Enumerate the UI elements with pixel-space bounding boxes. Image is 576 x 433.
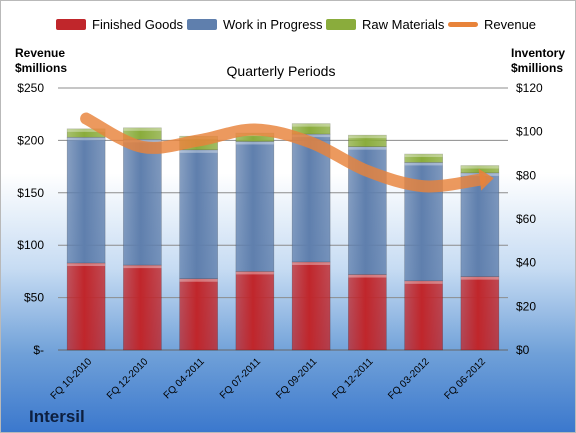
bar-highlight	[123, 127, 162, 131]
bar-highlight	[235, 141, 274, 145]
legend-label-finished-goods: Finished Goods	[92, 16, 184, 32]
bar-finished-goods	[348, 274, 387, 351]
right-axis-title-line1: Inventory	[511, 46, 566, 60]
bar-highlight	[404, 154, 443, 158]
y-tick-label-left: $250	[17, 81, 44, 95]
bar-highlight	[179, 149, 218, 153]
legend-raw-materials: Raw Materials	[326, 16, 444, 32]
bar-highlight	[292, 134, 331, 138]
y-tick-label-right: $120	[516, 81, 543, 95]
bar-highlight	[348, 135, 387, 139]
bar-work-in-progress	[291, 133, 331, 263]
legend-label-revenue: Revenue	[484, 16, 537, 32]
bar-highlight	[67, 128, 106, 132]
y-tick-label-right: $80	[516, 168, 536, 182]
bar-finished-goods	[291, 261, 331, 351]
bar-highlight	[460, 165, 499, 169]
bar-highlight	[348, 146, 387, 150]
bar-raw-materials	[348, 134, 387, 147]
bar-finished-goods	[404, 280, 443, 351]
y-tick-label-right: $60	[516, 212, 536, 226]
bar-raw-materials	[404, 153, 443, 163]
legend-revenue: Revenue	[448, 16, 536, 32]
bar-highlight	[67, 137, 106, 141]
y-tick-label-right: $40	[516, 256, 536, 270]
y-tick-label-left: $200	[17, 133, 44, 147]
legend-work-in-progress: Work in Progress	[187, 16, 322, 32]
legend-label-raw-materials: Raw Materials	[362, 16, 445, 32]
legend-swatch-revenue	[448, 21, 478, 27]
x-tick-label: FQ 10-2010	[49, 356, 95, 402]
left-axis-title-line2: $millions	[15, 61, 68, 75]
legend-swatch-finished-goods	[56, 18, 86, 30]
y-tick-label-right: $20	[516, 299, 536, 313]
bar-highlight	[292, 123, 331, 127]
x-tick-label: FQ 12-2010	[105, 356, 151, 402]
x-tick-label: FQ 07-2011	[218, 356, 263, 401]
bar-highlight	[123, 265, 162, 269]
y-tick-label-left: $50	[24, 291, 44, 305]
bar-raw-materials	[291, 123, 331, 135]
x-tick-label: FQ 03-2012	[386, 356, 432, 402]
x-tick-label: FQ 06-2012	[442, 356, 488, 402]
bar-finished-goods	[66, 262, 106, 351]
bar-highlight	[67, 263, 106, 267]
legend-swatch-raw-materials	[326, 18, 356, 30]
bar-finished-goods	[123, 264, 162, 351]
bar-highlight	[235, 271, 274, 275]
bar-highlight	[460, 276, 499, 280]
bar-work-in-progress	[123, 139, 162, 266]
y-tick-label-right: $100	[516, 125, 543, 139]
bar-finished-goods	[179, 278, 218, 351]
legend-label-work-in-progress: Work in Progress	[223, 16, 323, 32]
bar-work-in-progress	[460, 172, 500, 277]
y-tick-label-left: $-	[33, 343, 44, 357]
y-tick-label-left: $100	[17, 238, 44, 252]
legend-swatch-work-in-progress	[187, 18, 217, 30]
y-tick-label-left: $150	[17, 186, 44, 200]
bar-highlight	[292, 261, 331, 265]
company-name: Intersil	[29, 407, 85, 426]
bar-work-in-progress	[179, 149, 218, 280]
revenue-line	[80, 112, 486, 193]
legend-finished-goods: Finished Goods	[56, 16, 183, 32]
right-axis-title: Inventory $millions	[511, 46, 565, 76]
bar-finished-goods	[460, 276, 500, 351]
y-tick-label-right: $0	[516, 343, 530, 357]
left-axis-title: Revenue $millions	[15, 46, 67, 76]
bar-highlight	[404, 162, 443, 166]
x-tick-label: FQ 04-2011	[162, 356, 207, 401]
x-tick-label: FQ 09-2011	[274, 356, 319, 401]
bar-work-in-progress	[66, 136, 106, 264]
bar-work-in-progress	[235, 141, 275, 272]
bar-highlight	[348, 274, 387, 278]
revenue-arrowhead	[478, 168, 494, 191]
bar-highlight	[179, 278, 218, 282]
x-tick-label: FQ 12-2011	[331, 356, 376, 401]
bar-highlight	[404, 280, 443, 284]
left-axis-title-line1: Revenue	[15, 46, 66, 60]
right-axis-title-line2: $millions	[511, 61, 564, 75]
chart-title: Quarterly Periods	[226, 63, 336, 79]
bar-finished-goods	[235, 271, 275, 351]
